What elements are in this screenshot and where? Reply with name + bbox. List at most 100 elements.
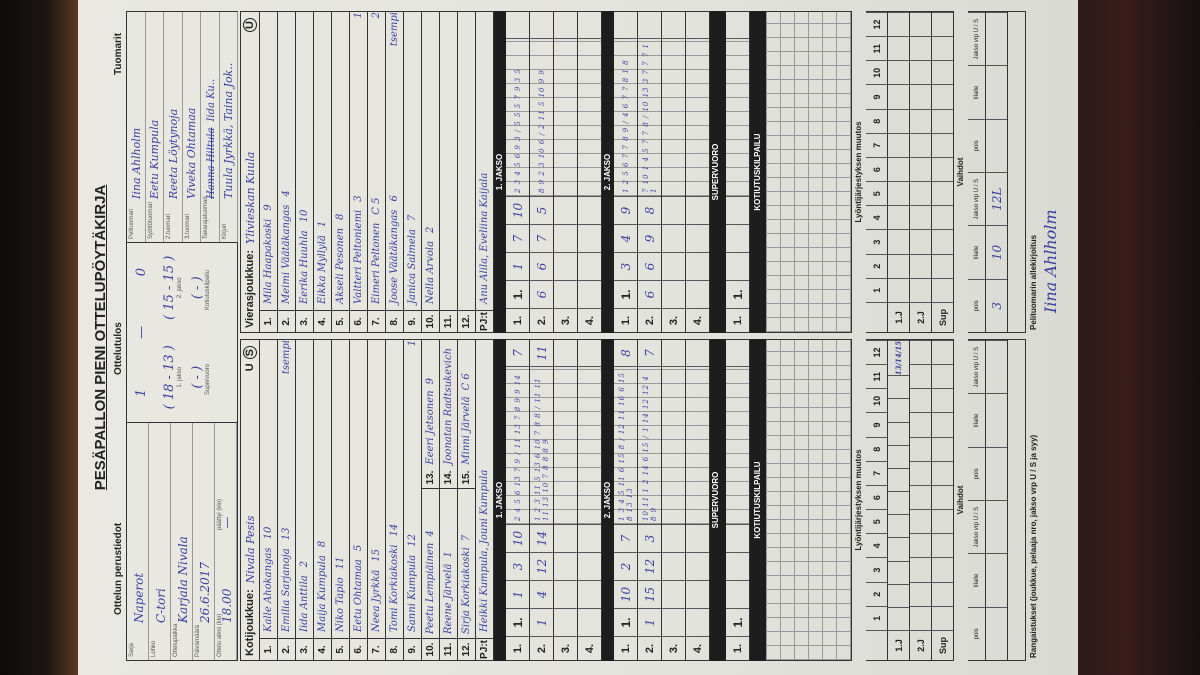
batting-change-cell[interactable] bbox=[932, 253, 953, 278]
batting-change-cell[interactable] bbox=[932, 484, 953, 510]
batting-change-cell[interactable] bbox=[910, 557, 931, 582]
batting-change-cell[interactable] bbox=[910, 605, 931, 630]
batting-change-cell[interactable] bbox=[932, 36, 953, 61]
substitution-cell[interactable]: 10 bbox=[986, 225, 1007, 279]
inning-cell[interactable]: 1. bbox=[506, 280, 529, 308]
inning-cell[interactable]: 6 bbox=[638, 252, 661, 280]
batting-change-cell[interactable] bbox=[910, 581, 931, 606]
inning-cell[interactable] bbox=[662, 552, 685, 580]
inning-cell[interactable]: 14 bbox=[530, 524, 553, 552]
batting-change-cell[interactable] bbox=[932, 436, 953, 461]
inning-cell[interactable] bbox=[726, 552, 749, 580]
batting-change-cell[interactable] bbox=[910, 156, 931, 182]
batting-change-cell[interactable] bbox=[888, 132, 909, 157]
inning-cell[interactable] bbox=[662, 252, 685, 280]
batting-change-cell[interactable] bbox=[932, 460, 953, 485]
batting-change-cell[interactable] bbox=[910, 205, 931, 230]
inning-cell[interactable] bbox=[726, 524, 749, 552]
inning-cell[interactable]: 1. bbox=[614, 608, 637, 636]
batting-change-cell[interactable] bbox=[932, 229, 953, 254]
batting-change-cell[interactable] bbox=[910, 412, 931, 437]
inning-cell[interactable]: 7 bbox=[614, 524, 637, 552]
inning-cell[interactable]: 10 bbox=[614, 580, 637, 608]
batting-change-cell[interactable] bbox=[910, 388, 931, 413]
inning-cell[interactable] bbox=[686, 196, 709, 224]
batting-change-cell[interactable] bbox=[888, 583, 909, 607]
batting-change-cell[interactable] bbox=[888, 60, 909, 85]
batting-change-cell[interactable] bbox=[932, 605, 953, 630]
batting-change-cell[interactable] bbox=[910, 484, 931, 510]
substitution-cell[interactable] bbox=[986, 118, 1007, 173]
inning-cell[interactable] bbox=[554, 524, 577, 552]
substitution-cell[interactable]: 12L bbox=[986, 172, 1007, 226]
inning-cell[interactable]: 1. bbox=[726, 608, 749, 636]
batting-change-cell[interactable] bbox=[888, 560, 909, 584]
batting-change-cell[interactable] bbox=[888, 421, 909, 445]
batting-change-cell[interactable]: 13/14/15 bbox=[888, 339, 909, 376]
batting-change-cell[interactable] bbox=[910, 277, 931, 302]
batting-change-cell[interactable] bbox=[932, 364, 953, 389]
inning-cell[interactable]: 1. bbox=[614, 280, 637, 308]
batting-change-cell[interactable] bbox=[888, 444, 909, 468]
inning-cell[interactable]: 6 bbox=[530, 252, 553, 280]
batting-change-cell[interactable] bbox=[932, 60, 953, 85]
inning-cell[interactable] bbox=[554, 196, 577, 224]
inning-cell[interactable] bbox=[686, 552, 709, 580]
batting-change-cell[interactable] bbox=[932, 181, 953, 206]
inning-cell[interactable] bbox=[578, 552, 601, 580]
inning-cell[interactable] bbox=[726, 196, 749, 224]
inning-cell[interactable] bbox=[662, 524, 685, 552]
batting-change-cell[interactable] bbox=[910, 84, 931, 109]
inning-cell[interactable]: 1 bbox=[638, 608, 661, 636]
inning-cell[interactable]: 9 bbox=[638, 224, 661, 252]
batting-change-cell[interactable] bbox=[910, 36, 931, 61]
batting-change-cell[interactable] bbox=[910, 533, 931, 558]
inning-cell[interactable] bbox=[686, 280, 709, 308]
batting-change-cell[interactable] bbox=[888, 375, 909, 399]
batting-change-cell[interactable] bbox=[888, 537, 909, 561]
inning-cell[interactable] bbox=[554, 224, 577, 252]
inning-cell[interactable] bbox=[662, 608, 685, 636]
inning-cell[interactable]: 1 bbox=[506, 252, 529, 280]
batting-change-cell[interactable] bbox=[932, 412, 953, 437]
batting-change-cell[interactable] bbox=[932, 339, 953, 365]
inning-cell[interactable] bbox=[686, 608, 709, 636]
batting-change-cell[interactable] bbox=[932, 132, 953, 157]
substitution-cell[interactable] bbox=[986, 65, 1007, 119]
inning-cell[interactable] bbox=[554, 280, 577, 308]
batting-change-cell[interactable] bbox=[932, 108, 953, 133]
batting-change-cell[interactable] bbox=[888, 229, 909, 254]
batting-change-cell[interactable] bbox=[888, 108, 909, 133]
inning-cell[interactable] bbox=[554, 580, 577, 608]
batting-change-cell[interactable] bbox=[910, 364, 931, 389]
batting-change-cell[interactable] bbox=[888, 467, 909, 492]
batting-change-cell[interactable] bbox=[910, 132, 931, 157]
substitution-cell[interactable]: 3 bbox=[986, 278, 1007, 332]
batting-change-cell[interactable] bbox=[932, 509, 953, 534]
batting-change-cell[interactable] bbox=[932, 388, 953, 413]
inning-cell[interactable]: 7 bbox=[506, 224, 529, 252]
batting-change-cell[interactable] bbox=[932, 557, 953, 582]
batting-change-cell[interactable] bbox=[888, 84, 909, 109]
inning-cell[interactable]: 6 bbox=[530, 280, 553, 308]
batting-change-cell[interactable] bbox=[932, 156, 953, 182]
inning-cell[interactable] bbox=[578, 580, 601, 608]
inning-cell[interactable]: 3 bbox=[614, 252, 637, 280]
batting-change-cell[interactable] bbox=[888, 11, 909, 37]
batting-change-cell[interactable] bbox=[910, 108, 931, 133]
batting-change-cell[interactable] bbox=[888, 253, 909, 278]
batting-change-cell[interactable] bbox=[888, 514, 909, 538]
batting-change-cell[interactable] bbox=[910, 181, 931, 206]
batting-change-cell[interactable] bbox=[932, 277, 953, 302]
inning-cell[interactable]: 4 bbox=[614, 224, 637, 252]
batting-change-cell[interactable] bbox=[910, 253, 931, 278]
batting-change-cell[interactable] bbox=[910, 339, 931, 365]
substitution-cell[interactable] bbox=[986, 393, 1007, 447]
batting-change-cell[interactable] bbox=[932, 533, 953, 558]
inning-cell[interactable] bbox=[578, 608, 601, 636]
inning-cell[interactable]: 5 bbox=[530, 196, 553, 224]
inning-cell[interactable]: 1 bbox=[506, 580, 529, 608]
batting-change-cell[interactable] bbox=[910, 509, 931, 534]
substitution-cell[interactable] bbox=[986, 500, 1007, 554]
inning-cell[interactable]: 10 bbox=[506, 524, 529, 552]
